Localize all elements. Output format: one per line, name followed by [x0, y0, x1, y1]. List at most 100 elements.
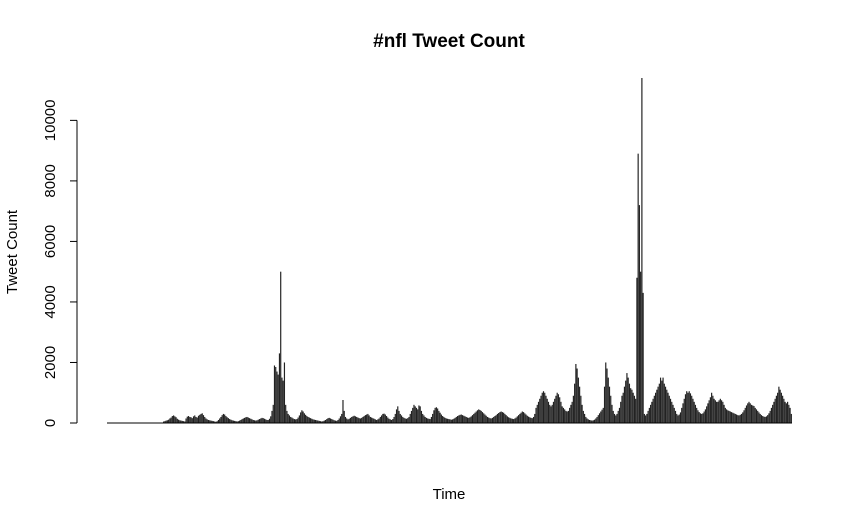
bar — [342, 400, 344, 423]
bar — [526, 415, 528, 423]
bar — [591, 420, 593, 423]
bar — [697, 410, 699, 423]
bar — [529, 417, 531, 423]
bar — [288, 415, 291, 423]
bar — [303, 413, 305, 423]
bar — [417, 409, 419, 423]
bar — [331, 419, 333, 423]
bar — [535, 407, 537, 423]
bar — [383, 413, 385, 423]
bar — [787, 401, 789, 423]
bar — [610, 395, 612, 423]
bar — [641, 78, 643, 423]
bar — [478, 409, 480, 423]
bar — [503, 412, 505, 423]
bar — [445, 418, 447, 423]
bar — [617, 410, 619, 423]
bar — [549, 404, 551, 423]
bar — [425, 417, 428, 423]
bar — [221, 415, 223, 423]
bar — [293, 419, 295, 423]
y-tick-label: 4000 — [42, 285, 59, 318]
bar — [642, 292, 644, 423]
bar — [437, 408, 439, 423]
bar — [449, 419, 451, 423]
bar — [552, 401, 555, 423]
bar — [390, 419, 393, 423]
bar — [656, 389, 658, 423]
bar — [774, 398, 776, 423]
bar — [778, 386, 780, 423]
bar — [434, 407, 436, 423]
bar — [724, 407, 726, 423]
bar — [485, 415, 487, 423]
bar — [758, 412, 760, 423]
bar — [703, 411, 705, 423]
bar — [403, 417, 405, 423]
bar — [364, 415, 366, 423]
bar — [725, 409, 728, 423]
bar — [376, 419, 378, 423]
bar — [378, 418, 380, 423]
bar — [571, 401, 573, 423]
bar — [189, 416, 191, 423]
bar — [738, 415, 740, 423]
bar — [706, 406, 708, 423]
bar — [709, 397, 711, 423]
bar — [439, 412, 441, 423]
bar — [235, 421, 237, 423]
bar — [519, 413, 521, 423]
bar — [275, 367, 277, 423]
bar — [590, 420, 592, 423]
bar — [681, 407, 683, 423]
bar — [393, 416, 395, 423]
bar — [447, 418, 449, 423]
bar — [354, 416, 357, 423]
bar — [312, 419, 314, 423]
bar — [556, 392, 558, 423]
bar — [669, 398, 672, 423]
bar — [202, 415, 205, 423]
bar — [707, 403, 709, 423]
bar — [230, 419, 232, 423]
bar — [219, 418, 221, 423]
bar — [333, 420, 335, 423]
bar — [686, 391, 688, 423]
bar — [217, 419, 220, 423]
bar — [662, 377, 664, 423]
bar — [427, 418, 429, 423]
bar — [442, 416, 444, 423]
bar — [582, 410, 584, 423]
bar — [600, 411, 602, 423]
bar — [247, 417, 249, 423]
bar — [500, 411, 502, 423]
bar — [576, 368, 578, 423]
bar — [722, 401, 724, 423]
bar — [495, 415, 497, 423]
bar — [253, 420, 256, 423]
bar — [635, 398, 637, 423]
bar — [585, 416, 587, 423]
bar — [740, 413, 743, 423]
bar — [673, 407, 675, 423]
bar — [227, 418, 229, 423]
bar — [321, 421, 323, 423]
bar — [277, 374, 279, 423]
bar — [505, 415, 507, 423]
bar — [225, 416, 227, 423]
bar — [606, 368, 608, 423]
bar — [339, 416, 342, 423]
bar — [385, 416, 388, 423]
bar — [580, 395, 582, 423]
bar — [435, 407, 437, 423]
bar — [493, 416, 495, 423]
bar — [768, 413, 770, 423]
bar — [788, 404, 790, 423]
bar — [387, 417, 389, 423]
bar — [181, 420, 183, 423]
bar — [532, 416, 535, 423]
bar — [616, 413, 618, 423]
bar — [347, 419, 349, 423]
bar — [234, 420, 236, 423]
bar — [645, 415, 647, 423]
